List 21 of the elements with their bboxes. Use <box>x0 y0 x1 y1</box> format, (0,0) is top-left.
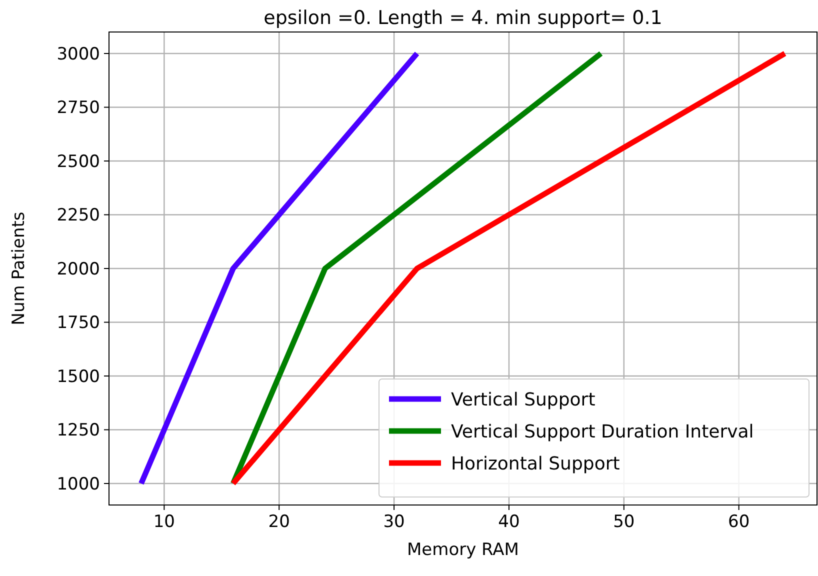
y-tick-label: 1250 <box>56 420 100 441</box>
y-tick-label: 1500 <box>56 366 100 387</box>
legend-label: Vertical Support Duration Interval <box>451 421 754 442</box>
x-tick-label: 20 <box>268 512 290 532</box>
y-tick-label: 2500 <box>56 152 100 172</box>
x-tick-label: 40 <box>498 512 520 532</box>
x-tick-label: 60 <box>728 512 750 532</box>
y-tick-label: 1000 <box>56 474 100 494</box>
y-tick-label: 2000 <box>56 259 100 280</box>
x-tick-label: 50 <box>613 512 635 532</box>
x-axis-title: Memory RAM <box>407 540 519 560</box>
x-tick-label: 30 <box>383 512 405 532</box>
x-tick-label: 10 <box>153 512 175 532</box>
y-tick-label: 2750 <box>56 98 100 118</box>
y-tick-label: 2250 <box>56 206 100 226</box>
legend-label: Vertical Support <box>451 389 596 410</box>
y-tick-label: 1750 <box>56 313 100 334</box>
y-tick-label: 3000 <box>56 44 100 64</box>
legend-label: Horizontal Support <box>451 453 620 474</box>
chart-title: epsilon =0. Length = 4. min support= 0.1 <box>264 7 662 29</box>
y-axis-title: Num Patients <box>9 212 29 326</box>
